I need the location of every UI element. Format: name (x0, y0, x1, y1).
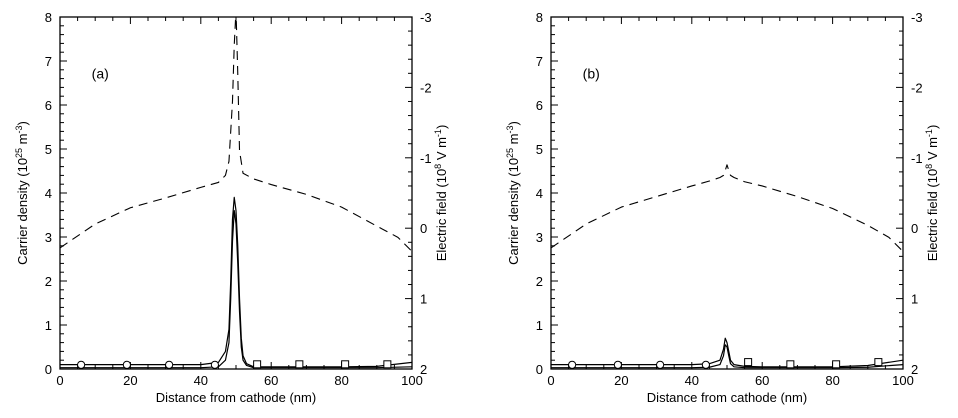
y2-tick-label: -1 (420, 151, 432, 166)
x-tick-label: 60 (264, 373, 278, 388)
circle-marker (165, 360, 174, 369)
y-tick-label: 5 (536, 142, 543, 157)
x-tick-label: 20 (123, 373, 137, 388)
x-axis-title: Distance from cathode (nm) (156, 390, 316, 405)
plot-frame (59, 16, 413, 370)
y-tick-label: 0 (536, 362, 543, 377)
y-tick-label: 2 (536, 274, 543, 289)
y-tick-label: 7 (536, 54, 543, 69)
y-tick-label: 6 (45, 98, 52, 113)
y2-tick-label: 1 (911, 292, 918, 307)
circle-marker (210, 360, 219, 369)
y2-tick-label: 0 (911, 221, 918, 236)
carrier-density-line (551, 337, 903, 368)
panel-label: (a) (92, 66, 109, 82)
chart-panel-a: 0 20 40 60 80 100 0 1 2 3 4 5 6 7 8 2 1 0 -1 -2 -3 Distance f… (14, 10, 449, 405)
carrier-density-line (60, 210, 412, 369)
y2-tick-label: 0 (420, 221, 427, 236)
x-tick-label: 40 (685, 373, 699, 388)
x-tick-label: 100 (401, 373, 423, 388)
y-tick-label: 1 (536, 318, 543, 333)
y2-tick-label: -2 (420, 80, 432, 95)
circle-marker (701, 360, 710, 369)
y-tick-label: 8 (45, 10, 52, 25)
panel-label: (b) (583, 66, 600, 82)
square-marker (383, 360, 392, 369)
y2-axis-title: Electric field (108 V m-1) (924, 125, 940, 262)
y-tick-label: 4 (536, 186, 543, 201)
plot-area (60, 17, 412, 369)
y2-tick-label: -3 (420, 10, 432, 25)
square-marker (295, 360, 304, 369)
circle-marker (77, 360, 86, 369)
electric-field-line (551, 164, 903, 252)
circle-marker (656, 360, 665, 369)
circle-marker (613, 360, 622, 369)
y-tick-label: 2 (45, 274, 52, 289)
y2-tick-label: 2 (911, 362, 918, 377)
y2-tick-label: -1 (911, 151, 923, 166)
y-tick-label: 1 (45, 318, 52, 333)
y-tick-label: 4 (45, 186, 52, 201)
electric-field-line (60, 17, 412, 252)
y2-tick-label: -2 (911, 80, 923, 95)
y-tick-label: 3 (536, 230, 543, 245)
y-tick-label: 5 (45, 142, 52, 157)
y-tick-label: 0 (45, 362, 52, 377)
square-marker (874, 358, 883, 367)
square-marker (832, 360, 841, 369)
x-tick-label: 0 (56, 373, 63, 388)
x-tick-label: 0 (547, 373, 554, 388)
plot-frame (550, 16, 904, 370)
carrier-density-line (60, 196, 412, 368)
x-tick-label: 60 (755, 373, 769, 388)
plot-area (551, 164, 903, 369)
y-axis-title: Carrier density (1025 m-3) (14, 121, 30, 265)
circle-marker (568, 360, 577, 369)
chart-panel-b: 0 20 40 60 80 100 0 1 2 3 4 5 6 7 8 2 1 0 -1 -2 -3 Distance f… (505, 10, 940, 405)
x-tick-label: 80 (334, 373, 348, 388)
y-tick-label: 7 (45, 54, 52, 69)
x-tick-label: 20 (614, 373, 628, 388)
circle-marker (122, 360, 131, 369)
y-tick-label: 6 (536, 98, 543, 113)
x-tick-label: 80 (825, 373, 839, 388)
x-tick-label: 40 (194, 373, 208, 388)
square-marker (744, 358, 753, 367)
y2-tick-label: -3 (911, 10, 923, 25)
square-marker (253, 360, 262, 369)
y-tick-label: 8 (536, 10, 543, 25)
square-marker (341, 360, 350, 369)
x-tick-label: 100 (892, 373, 914, 388)
y2-tick-label: 2 (420, 362, 427, 377)
square-marker (786, 360, 795, 369)
y2-axis-title: Electric field (108 V m-1) (433, 125, 449, 262)
y-tick-label: 3 (45, 230, 52, 245)
y2-tick-label: 1 (420, 292, 427, 307)
y-axis-title: Carrier density (1025 m-3) (505, 121, 521, 265)
carrier-density-line (551, 344, 903, 369)
x-axis-title: Distance from cathode (nm) (647, 390, 807, 405)
